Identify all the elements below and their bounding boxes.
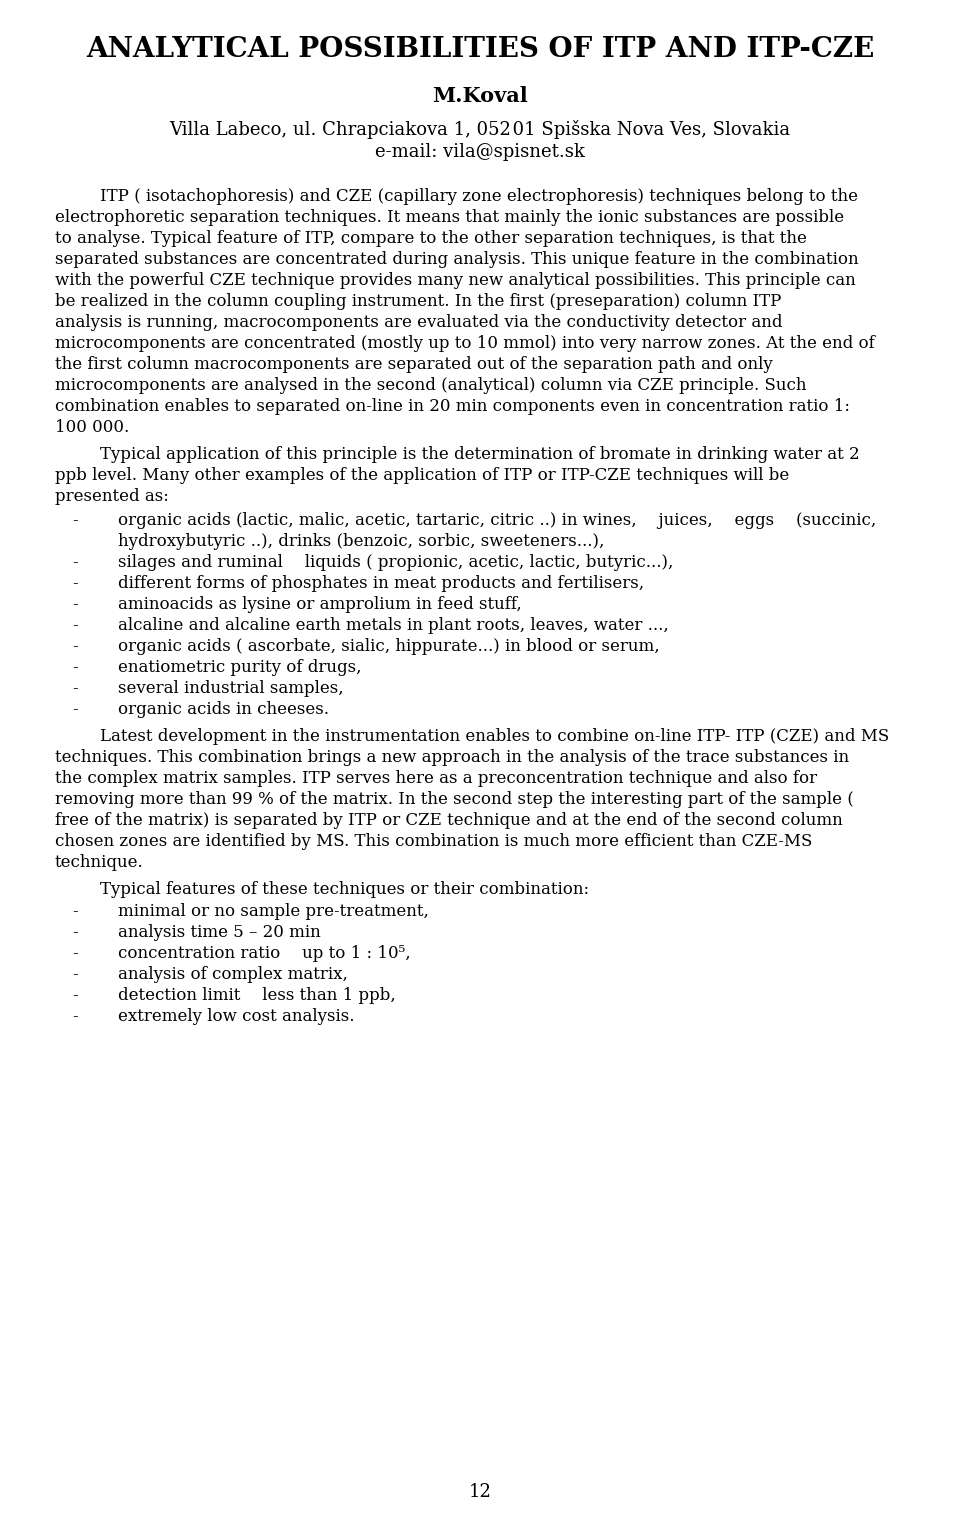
- Text: -: -: [72, 596, 78, 613]
- Text: the first column macrocomponents are separated out of the separation path and on: the first column macrocomponents are sep…: [55, 356, 773, 373]
- Text: organic acids in cheeses.: organic acids in cheeses.: [118, 701, 329, 717]
- Text: organic acids ( ascorbate, sialic, hippurate...) in blood or serum,: organic acids ( ascorbate, sialic, hippu…: [118, 638, 660, 655]
- Text: Villa Labeco, ul. Chrapciakova 1, 052 01 Spišska Nova Ves, Slovakia: Villa Labeco, ul. Chrapciakova 1, 052 01…: [169, 120, 791, 140]
- Text: -: -: [72, 553, 78, 570]
- Text: organic acids (lactic, malic, acetic, tartaric, citric ..) in wines,  juices,  e: organic acids (lactic, malic, acetic, ta…: [118, 512, 876, 529]
- Text: to analyse. Typical feature of ITP, compare to the other separation techniques, : to analyse. Typical feature of ITP, comp…: [55, 230, 806, 247]
- Text: chosen zones are identified by MS. This combination is much more efficient than : chosen zones are identified by MS. This …: [55, 832, 812, 849]
- Text: technique.: technique.: [55, 854, 144, 871]
- Text: detection limit  less than 1 ppb,: detection limit less than 1 ppb,: [118, 987, 396, 1004]
- Text: -: -: [72, 638, 78, 655]
- Text: removing more than 99 % of the matrix. In the second step the interesting part o: removing more than 99 % of the matrix. I…: [55, 791, 853, 808]
- Text: be realized in the column coupling instrument. In the first (preseparation) colu: be realized in the column coupling instr…: [55, 293, 781, 310]
- Text: hydroxybutyric ..), drinks (benzoic, sorbic, sweeteners...),: hydroxybutyric ..), drinks (benzoic, sor…: [118, 533, 605, 550]
- Text: techniques. This combination brings a new approach in the analysis of the trace : techniques. This combination brings a ne…: [55, 750, 850, 766]
- Text: Typical application of this principle is the determination of bromate in drinkin: Typical application of this principle is…: [100, 446, 859, 463]
- Text: extremely low cost analysis.: extremely low cost analysis.: [118, 1009, 354, 1026]
- Text: ITP ( isotachophoresis) and CZE (capillary zone electrophoresis) techniques belo: ITP ( isotachophoresis) and CZE (capilla…: [100, 189, 858, 205]
- Text: ANALYTICAL POSSIBILITIES OF ITP AND ITP-CZE: ANALYTICAL POSSIBILITIES OF ITP AND ITP-…: [85, 35, 875, 63]
- Text: different forms of phosphates in meat products and fertilisers,: different forms of phosphates in meat pr…: [118, 575, 644, 592]
- Text: -: -: [72, 987, 78, 1004]
- Text: Typical features of these techniques or their combination:: Typical features of these techniques or …: [100, 881, 589, 898]
- Text: -: -: [72, 701, 78, 717]
- Text: the complex matrix samples. ITP serves here as a preconcentration technique and : the complex matrix samples. ITP serves h…: [55, 770, 817, 786]
- Text: presented as:: presented as:: [55, 487, 169, 504]
- Text: electrophoretic separation techniques. It means that mainly the ionic substances: electrophoretic separation techniques. I…: [55, 208, 844, 225]
- Text: -: -: [72, 1009, 78, 1026]
- Text: aminoacids as lysine or amprolium in feed stuff,: aminoacids as lysine or amprolium in fee…: [118, 596, 521, 613]
- Text: 12: 12: [468, 1482, 492, 1501]
- Text: -: -: [72, 966, 78, 983]
- Text: 100 000.: 100 000.: [55, 419, 130, 435]
- Text: -: -: [72, 616, 78, 635]
- Text: -: -: [72, 924, 78, 941]
- Text: -: -: [72, 944, 78, 963]
- Text: -: -: [72, 659, 78, 676]
- Text: enatiometric purity of drugs,: enatiometric purity of drugs,: [118, 659, 362, 676]
- Text: -: -: [72, 512, 78, 529]
- Text: combination enables to separated on-line in 20 min components even in concentrat: combination enables to separated on-line…: [55, 399, 850, 415]
- Text: free of the matrix) is separated by ITP or CZE technique and at the end of the s: free of the matrix) is separated by ITP …: [55, 812, 843, 829]
- Text: alcaline and alcaline earth metals in plant roots, leaves, water ...,: alcaline and alcaline earth metals in pl…: [118, 616, 669, 635]
- Text: Latest development in the instrumentation enables to combine on-line ITP- ITP (C: Latest development in the instrumentatio…: [100, 728, 889, 745]
- Text: with the powerful CZE technique provides many new analytical possibilities. This: with the powerful CZE technique provides…: [55, 271, 855, 290]
- Text: microcomponents are analysed in the second (analytical) column via CZE principle: microcomponents are analysed in the seco…: [55, 377, 806, 394]
- Text: analysis time 5 – 20 min: analysis time 5 – 20 min: [118, 924, 321, 941]
- Text: several industrial samples,: several industrial samples,: [118, 681, 344, 698]
- Text: -: -: [72, 575, 78, 592]
- Text: -: -: [72, 903, 78, 920]
- Text: M.Koval: M.Koval: [432, 86, 528, 106]
- Text: e-mail: vila@spisnet.sk: e-mail: vila@spisnet.sk: [375, 143, 585, 161]
- Text: microcomponents are concentrated (mostly up to 10 mmol) into very narrow zones. : microcomponents are concentrated (mostly…: [55, 336, 875, 353]
- Text: analysis of complex matrix,: analysis of complex matrix,: [118, 966, 348, 983]
- Text: silages and ruminal  liquids ( propionic, acetic, lactic, butyric...),: silages and ruminal liquids ( propionic,…: [118, 553, 673, 570]
- Text: -: -: [72, 681, 78, 698]
- Text: concentration ratio  up to 1 : 10⁵,: concentration ratio up to 1 : 10⁵,: [118, 944, 411, 963]
- Text: analysis is running, macrocomponents are evaluated via the conductivity detector: analysis is running, macrocomponents are…: [55, 314, 782, 331]
- Text: separated substances are concentrated during analysis. This unique feature in th: separated substances are concentrated du…: [55, 251, 858, 268]
- Text: minimal or no sample pre-treatment,: minimal or no sample pre-treatment,: [118, 903, 429, 920]
- Text: ppb level. Many other examples of the application of ITP or ITP-CZE techniques w: ppb level. Many other examples of the ap…: [55, 468, 789, 484]
